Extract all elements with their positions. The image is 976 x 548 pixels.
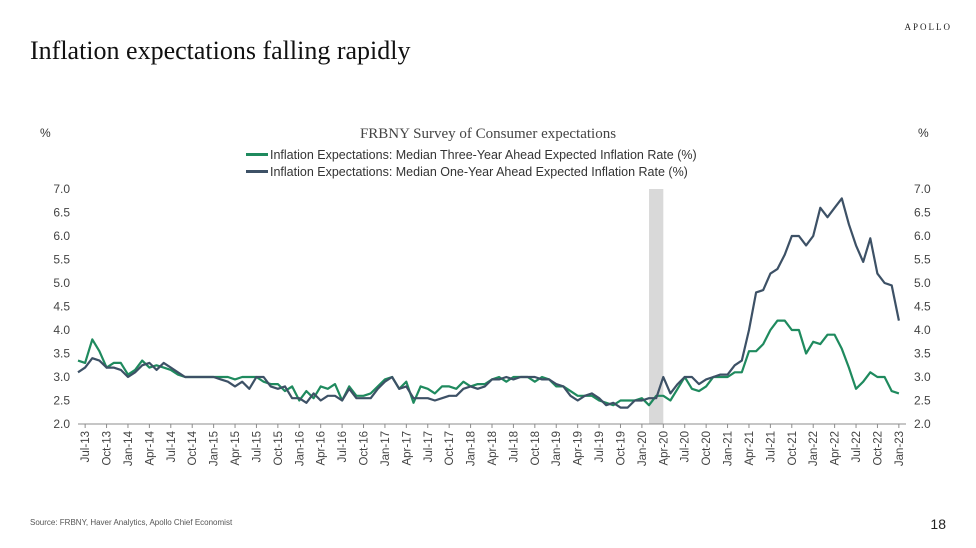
- y-tick-label-left: 2.0: [53, 417, 70, 431]
- x-tick-label: Jan-17: [380, 431, 392, 466]
- x-tick-label: Jul-17: [423, 431, 435, 462]
- y-tick-label-left: 6.0: [53, 229, 70, 243]
- y-tick-label-right: 4.0: [914, 323, 931, 337]
- x-tick-label: Oct-15: [273, 431, 285, 466]
- x-tick-label: Oct-14: [187, 430, 199, 465]
- x-tick-label: Oct-13: [102, 431, 114, 466]
- x-tick-label: Apr-22: [830, 431, 842, 466]
- slide-title: Inflation expectations falling rapidly: [30, 36, 411, 65]
- y-tick-label-left: 4.5: [53, 300, 70, 314]
- x-tick-label: Oct-21: [787, 431, 799, 466]
- y-tick-label-right: 5.0: [914, 276, 931, 290]
- x-tick-label: Jan-14: [123, 430, 135, 466]
- x-tick-label: Jul-18: [508, 431, 520, 462]
- x-tick-label: Jan-20: [637, 431, 649, 466]
- x-tick-label: Jul-15: [251, 431, 263, 462]
- x-tick-label: Apr-14: [144, 430, 156, 465]
- x-tick-label: Oct-20: [701, 431, 713, 466]
- x-tick-label: Oct-16: [359, 431, 371, 466]
- x-tick-label: Oct-22: [872, 431, 884, 466]
- legend-swatch-one-year: [246, 170, 268, 173]
- y-tick-label-right: 6.5: [914, 206, 931, 220]
- x-tick-label: Jul-19: [594, 431, 606, 462]
- x-tick-label: Apr-17: [401, 431, 413, 466]
- x-tick-label: Jan-22: [808, 431, 820, 466]
- brand-logo: APOLLO: [904, 22, 952, 32]
- y-tick-label-left: 2.5: [53, 394, 70, 408]
- y-tick-label-left: 5.5: [53, 253, 70, 267]
- x-tick-label: Jul-22: [851, 431, 863, 462]
- x-tick-label: Oct-17: [444, 431, 456, 466]
- x-tick-label: Jan-15: [209, 431, 221, 466]
- x-tick-label: Apr-21: [744, 431, 756, 466]
- legend-item-one-year: Inflation Expectations: Median One-Year …: [246, 163, 697, 180]
- x-tick-label: Jul-14: [166, 430, 178, 462]
- y-tick-label-left: 6.5: [53, 206, 70, 220]
- y-tick-label-right: 5.5: [914, 253, 931, 267]
- x-tick-label: Jul-20: [680, 431, 692, 462]
- x-tick-label: Jan-21: [723, 431, 735, 466]
- page-number: 18: [930, 516, 946, 532]
- y-tick-label-right: 2.5: [914, 394, 931, 408]
- x-tick-label: Jan-18: [466, 431, 478, 466]
- x-tick-label: Oct-18: [530, 431, 542, 466]
- chart-title: FRBNY Survey of Consumer expectations: [359, 126, 617, 142]
- x-tick-label: Apr-16: [316, 431, 328, 466]
- x-tick-label: Apr-20: [658, 431, 670, 466]
- chart-legend: Inflation Expectations: Median Three-Yea…: [246, 146, 697, 180]
- recession-band: [649, 189, 664, 424]
- y-tick-label-left: 7.0: [53, 182, 70, 196]
- y-tick-label-right: 7.0: [914, 182, 931, 196]
- x-tick-label: Jan-19: [551, 431, 563, 466]
- y-tick-label-right: 3.0: [914, 370, 931, 384]
- x-tick-label: Jul-21: [765, 431, 777, 462]
- legend-label-one-year: Inflation Expectations: Median One-Year …: [270, 164, 688, 179]
- y-tick-label-left: 3.5: [53, 347, 70, 361]
- x-tick-label: Jan-23: [894, 431, 906, 466]
- x-tick-label: Oct-19: [615, 431, 627, 466]
- x-tick-label: Apr-15: [230, 431, 242, 466]
- left-axis-unit: %: [40, 126, 51, 140]
- legend-label-three-year: Inflation Expectations: Median Three-Yea…: [270, 147, 697, 162]
- x-tick-label: Jul-16: [337, 431, 349, 462]
- y-tick-label-right: 4.5: [914, 300, 931, 314]
- y-tick-label-left: 4.0: [53, 323, 70, 337]
- right-axis-unit: %: [918, 126, 929, 140]
- y-tick-label-left: 3.0: [53, 370, 70, 384]
- legend-item-three-year: Inflation Expectations: Median Three-Yea…: [246, 146, 697, 163]
- series-line-one-year: [77, 197, 900, 409]
- y-tick-label-right: 3.5: [914, 347, 931, 361]
- y-tick-label-right: 6.0: [914, 229, 931, 243]
- x-tick-label: Apr-19: [573, 431, 585, 466]
- legend-swatch-three-year: [246, 153, 268, 156]
- x-tick-label: Jul-13: [80, 431, 92, 462]
- y-tick-label-left: 5.0: [53, 276, 70, 290]
- x-tick-label: Apr-18: [487, 431, 499, 466]
- series-line-three-year: [77, 319, 900, 407]
- x-tick-label: Jan-16: [294, 431, 306, 466]
- source-note: Source: FRBNY, Haver Analytics, Apollo C…: [30, 518, 233, 527]
- y-tick-label-right: 2.0: [914, 417, 931, 431]
